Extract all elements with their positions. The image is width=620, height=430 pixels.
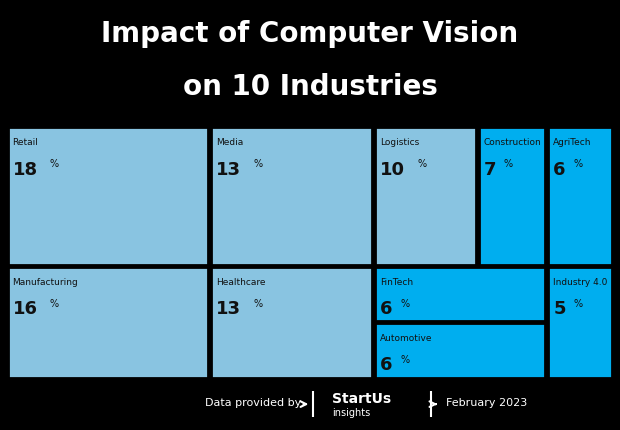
Text: 7: 7 — [484, 160, 496, 178]
Text: 13: 13 — [216, 300, 241, 318]
Text: Industry 4.0: Industry 4.0 — [553, 277, 608, 286]
Text: %: % — [574, 298, 583, 308]
Text: 6: 6 — [380, 300, 392, 318]
Text: 6: 6 — [380, 356, 392, 374]
Text: %: % — [503, 159, 513, 169]
Text: on 10 Industries: on 10 Industries — [182, 73, 438, 101]
Text: 10: 10 — [380, 160, 405, 178]
Text: %: % — [574, 159, 583, 169]
FancyBboxPatch shape — [375, 267, 546, 322]
Text: 5: 5 — [553, 300, 566, 318]
Text: Logistics: Logistics — [380, 138, 419, 147]
Text: 6: 6 — [553, 160, 566, 178]
Text: %: % — [401, 354, 409, 364]
Text: AgriTech: AgriTech — [553, 138, 592, 147]
Text: 18: 18 — [12, 160, 38, 178]
FancyBboxPatch shape — [479, 127, 546, 266]
Text: Healthcare: Healthcare — [216, 277, 265, 286]
Text: %: % — [50, 298, 59, 308]
Text: Media: Media — [216, 138, 244, 147]
FancyBboxPatch shape — [7, 127, 208, 266]
Text: 13: 13 — [216, 160, 241, 178]
Text: StartUs: StartUs — [332, 391, 391, 405]
Text: Manufacturing: Manufacturing — [12, 277, 78, 286]
FancyBboxPatch shape — [375, 323, 546, 378]
FancyBboxPatch shape — [549, 267, 613, 378]
Text: insights: insights — [332, 407, 370, 417]
Text: 16: 16 — [12, 300, 38, 318]
FancyBboxPatch shape — [211, 267, 372, 378]
FancyBboxPatch shape — [7, 267, 208, 378]
Text: %: % — [253, 298, 262, 308]
Text: Automotive: Automotive — [380, 333, 433, 342]
FancyBboxPatch shape — [211, 127, 372, 266]
Text: %: % — [253, 159, 262, 169]
Text: %: % — [417, 159, 427, 169]
Text: %: % — [401, 298, 409, 308]
Text: Construction: Construction — [484, 138, 541, 147]
FancyBboxPatch shape — [549, 127, 613, 266]
FancyBboxPatch shape — [375, 127, 476, 266]
Text: %: % — [50, 159, 59, 169]
Text: FinTech: FinTech — [380, 277, 414, 286]
Text: Impact of Computer Vision: Impact of Computer Vision — [102, 20, 518, 48]
Text: Data provided by: Data provided by — [205, 396, 301, 407]
Text: February 2023: February 2023 — [446, 396, 528, 407]
Text: Retail: Retail — [12, 138, 38, 147]
